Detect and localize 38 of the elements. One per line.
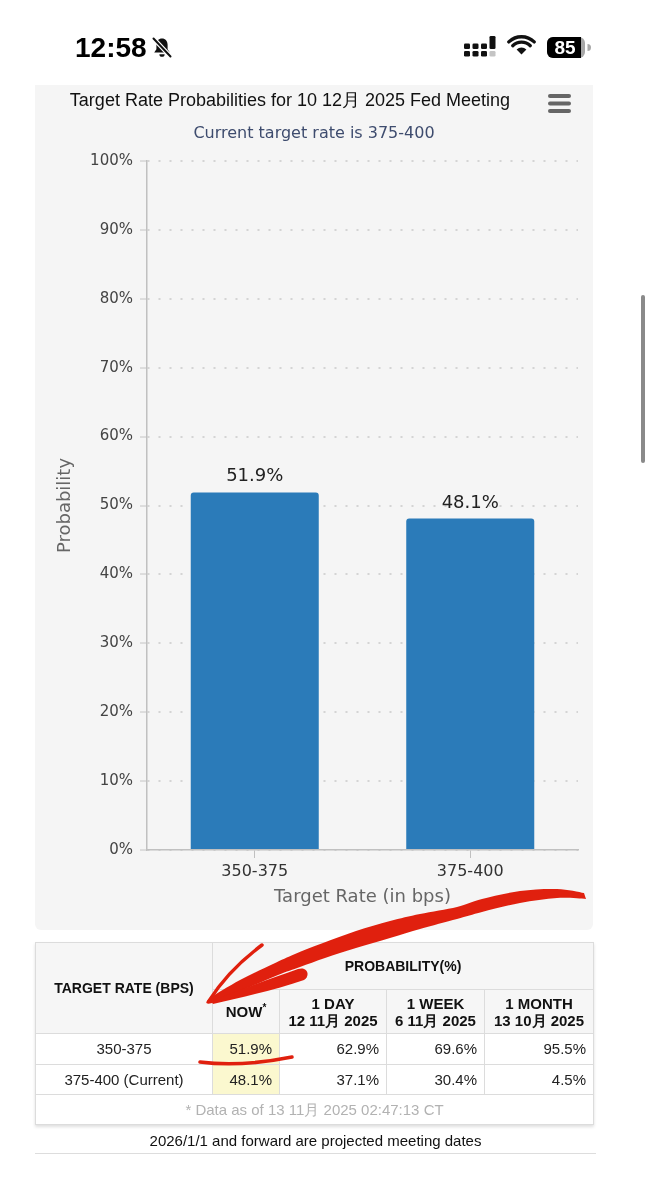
text: 37.1% — [336, 1070, 379, 1088]
category-label: 1 DAY 12 11月 2025 — [279, 989, 387, 1034]
y-tick-label: 90% — [99, 219, 133, 238]
category-label: 1 WEEK 6 11月 2025 — [386, 989, 485, 1034]
text: TARGET RATE (BPS) — [35, 942, 213, 1034]
y-tick-label: 10% — [99, 770, 133, 789]
y-tick-label: 60% — [99, 426, 133, 445]
y-tick-label: 80% — [99, 288, 133, 307]
category-label: 375-400 (Current) — [64, 1070, 184, 1088]
y-tick-label: 40% — [99, 564, 133, 583]
chart-subtitle: Current target rate is 375-400 — [192, 123, 436, 143]
text: 30.4% — [434, 1070, 477, 1088]
y-tick-label: 20% — [99, 702, 133, 721]
text: 12:58 — [75, 31, 147, 65]
text: 2026/1/1 and forward are projected meeting dates — [35, 1129, 596, 1154]
category-label: 1 MONTH 13 10月 2025 — [484, 989, 594, 1034]
chart-title: Target Rate Probabilities for 10 12月 2025 Fed Meeting — [68, 89, 512, 111]
y-tick-label: 100% — [90, 150, 133, 169]
x-axis-title: Target Rate (in bps) — [273, 884, 451, 906]
text: 62.9% — [336, 1040, 379, 1057]
y-tick-label: 30% — [99, 633, 133, 652]
y-tick-label: 70% — [99, 357, 133, 376]
text: * Data as of 13 11月 2025 02:47:13 CT — [35, 1094, 594, 1125]
y-tick-label: 0% — [109, 839, 133, 858]
text: 4.5% — [551, 1070, 587, 1088]
y-tick-label: 50% — [99, 495, 133, 514]
text: 69.6% — [434, 1040, 477, 1057]
text: 95.5% — [543, 1040, 587, 1057]
y-axis-title: Probability — [53, 457, 75, 554]
text: 85 — [547, 36, 583, 59]
x-tick-label: 375-400 — [436, 860, 504, 880]
data-label: 51.9% — [226, 464, 284, 486]
category-label: NOW$^{*}$ — [212, 989, 280, 1034]
text: 51.9% — [229, 1040, 272, 1057]
text: 48.1% — [229, 1070, 272, 1088]
category-label: 350-375 — [96, 1040, 152, 1057]
text: PROBABILITY(%) — [212, 942, 594, 990]
data-label: 48.1% — [441, 490, 499, 512]
